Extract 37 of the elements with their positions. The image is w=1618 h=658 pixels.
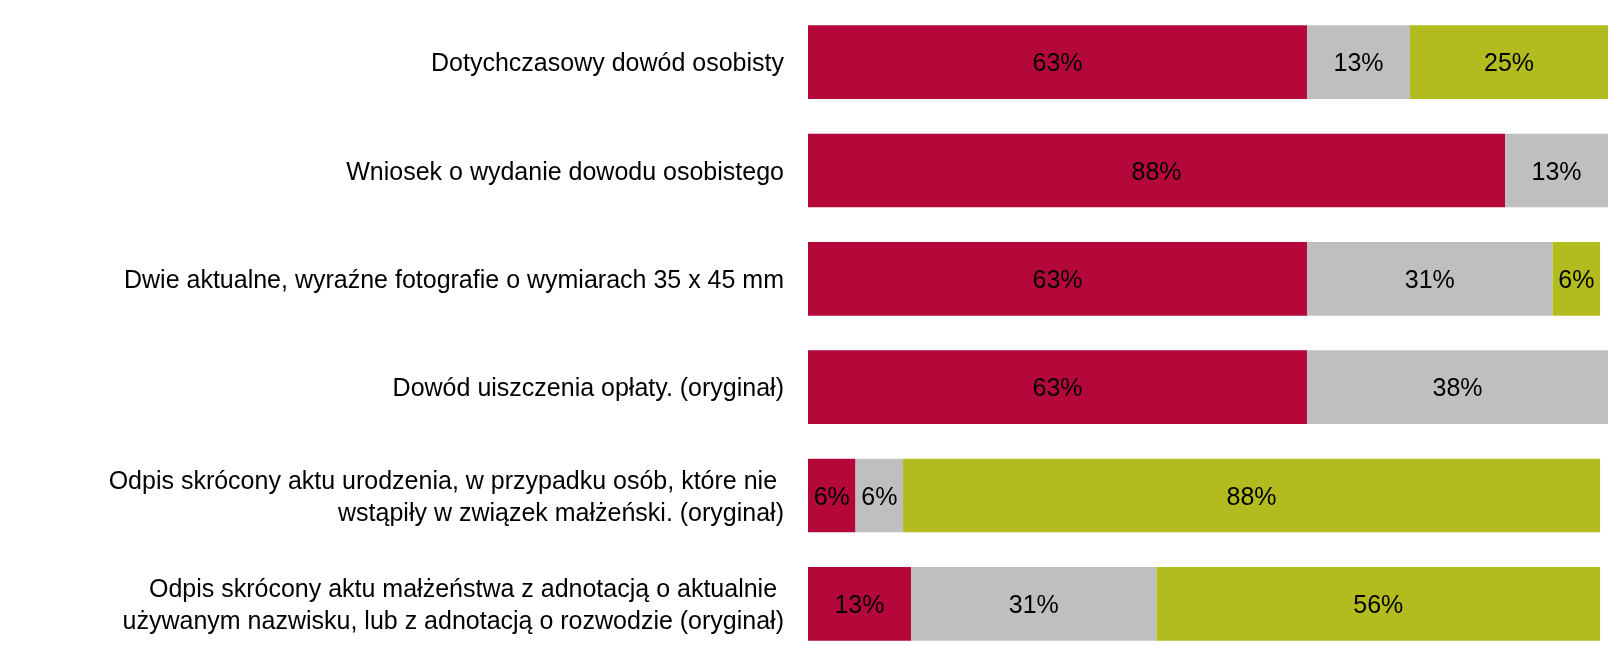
data-label: 13% xyxy=(1531,156,1582,185)
data-label: 63% xyxy=(1032,264,1083,293)
bar xyxy=(808,458,856,533)
data-label: 88% xyxy=(1131,156,1182,185)
data-label: 31% xyxy=(1008,589,1059,618)
data-label: 6% xyxy=(861,481,898,510)
bar xyxy=(1307,350,1608,424)
bar xyxy=(1307,242,1553,316)
data-label: 13% xyxy=(1333,48,1384,77)
bar xyxy=(808,567,911,641)
bar xyxy=(808,242,1308,316)
bar xyxy=(1156,567,1601,641)
y-tick-label: Dwie aktualne, wyraźne fotografie o wymiarach 35 x 45 mm xyxy=(123,264,784,293)
y-tick-label: Odpis skrócony aktu małżeństwa z adnotacją o aktualnie używanym nazwisku, lub z adnotacją o rozwodzie (oryginał) xyxy=(122,573,784,634)
y-tick-label: Odpis skrócony aktu urodzenia, w przypadku osób, które nie wstąpiły w związek małżeński. (oryginał) xyxy=(108,465,784,526)
bar xyxy=(1505,133,1608,208)
bar xyxy=(1409,25,1608,99)
bar xyxy=(808,25,1308,99)
y-tick-label: Dowód uiszczenia opłaty. (oryginał) xyxy=(392,373,784,402)
data-label: 38% xyxy=(1432,373,1483,402)
data-label: 63% xyxy=(1032,373,1083,402)
data-label: 6% xyxy=(813,481,850,510)
bar xyxy=(808,133,1506,208)
data-label: 25% xyxy=(1483,48,1535,77)
data-label: 6% xyxy=(1558,264,1595,293)
y-tick-label: Dotychczasowy dowód osobisty xyxy=(431,48,785,77)
data-label: 31% xyxy=(1404,264,1455,293)
bar xyxy=(903,458,1601,533)
data-label: 88% xyxy=(1226,481,1277,510)
bar xyxy=(1552,242,1601,316)
bar xyxy=(910,567,1157,641)
data-label: 13% xyxy=(834,589,885,618)
y-tick-label: Wniosek o wydanie dowodu osobistego xyxy=(346,156,784,185)
bar xyxy=(1307,25,1410,99)
bar xyxy=(808,350,1308,424)
data-label: 63% xyxy=(1032,48,1083,77)
data-label: 56% xyxy=(1353,589,1404,618)
